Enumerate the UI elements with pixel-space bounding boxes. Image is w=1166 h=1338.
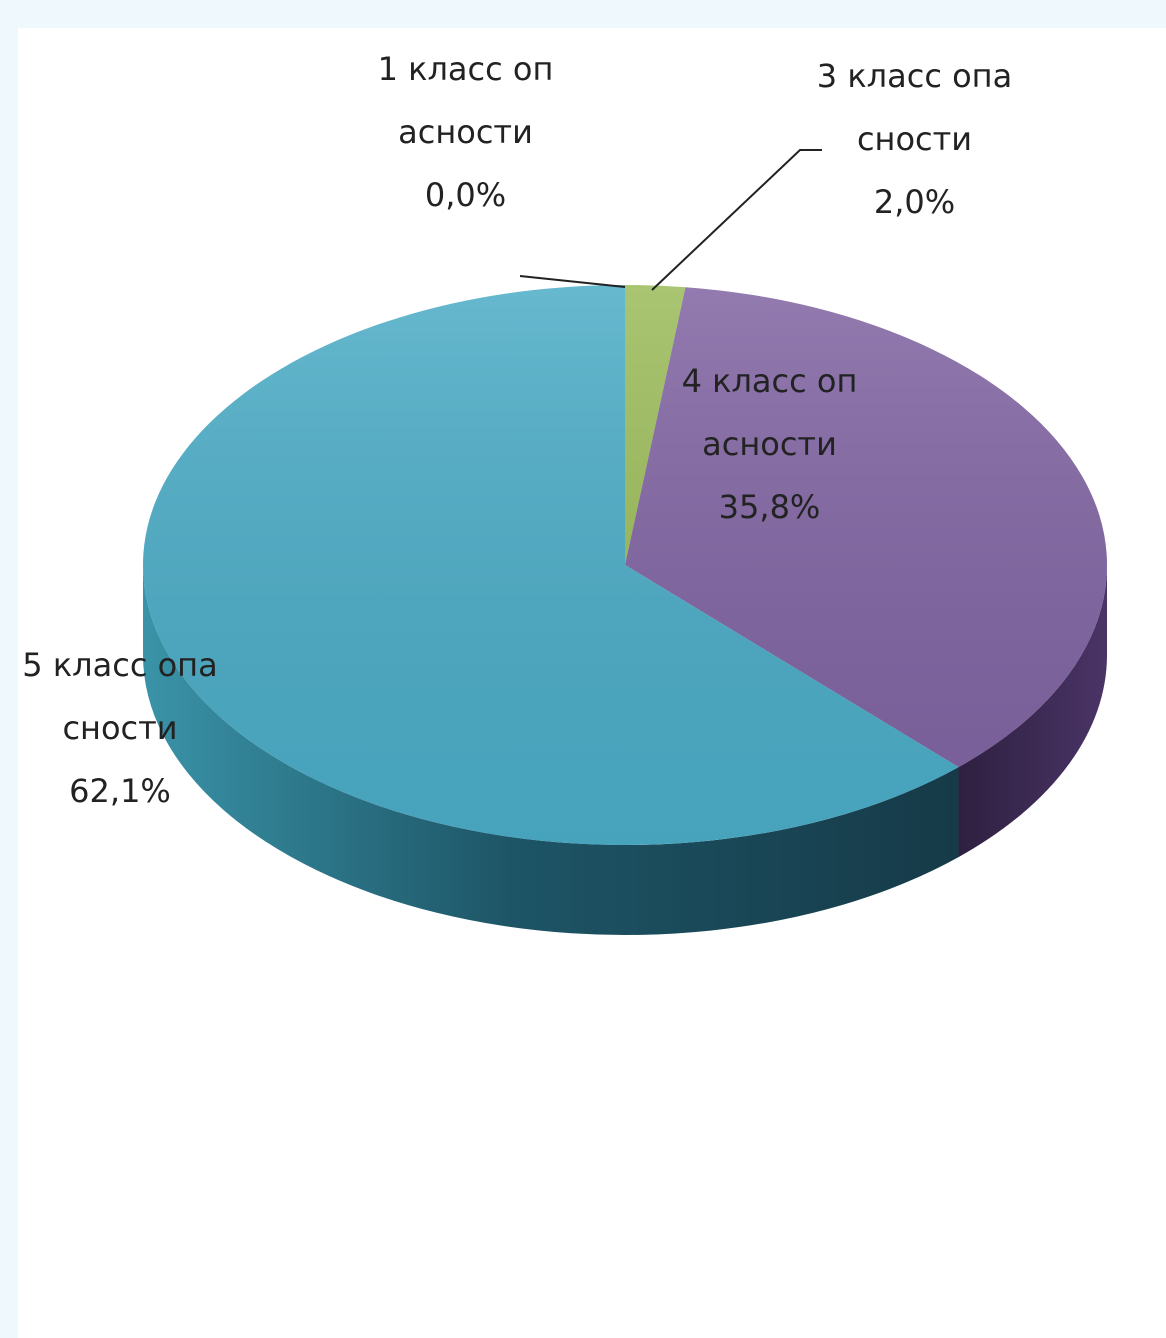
value-label: 62,1% <box>69 772 171 810</box>
value-label: 35,8% <box>718 488 821 526</box>
category-label: 3 класс опасности <box>816 57 1013 158</box>
value-label: 2,0% <box>873 183 956 221</box>
data-label: 4 класс опасности 35,8% <box>672 350 867 539</box>
category-label: 5 класс опасности <box>22 646 218 747</box>
data-label: 5 класс опасности 62,1% <box>20 634 220 823</box>
leader-line <box>651 149 822 291</box>
leader-line <box>519 275 626 288</box>
pie <box>143 285 1108 935</box>
value-label: 0,0% <box>424 176 507 214</box>
data-label: 1 класс опасности 0,0% <box>368 38 563 227</box>
data-label: 3 класс опасности 2,0% <box>812 45 1017 234</box>
category-label: 1 класс опасности <box>377 50 554 151</box>
category-label: 4 класс опасности <box>681 362 858 463</box>
